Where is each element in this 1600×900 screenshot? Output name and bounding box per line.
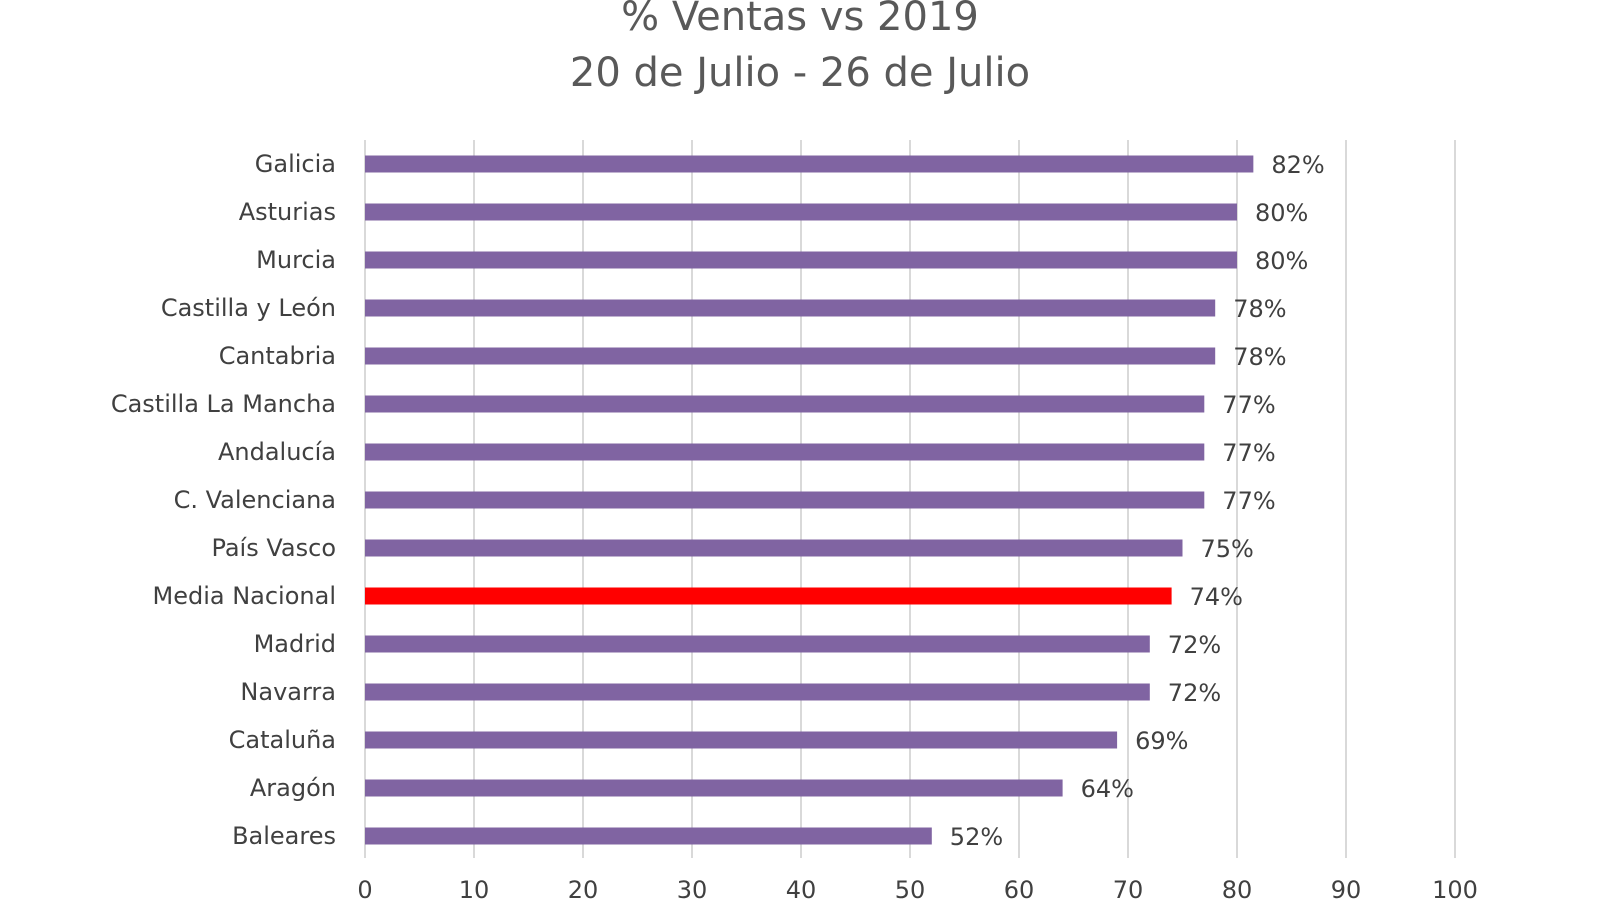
x-tick-label: 10 (459, 876, 490, 900)
data-label: 78% (1233, 343, 1286, 371)
bar-highlight (365, 587, 1172, 605)
data-label: 80% (1255, 247, 1308, 275)
category-label: Castilla La Mancha (111, 390, 336, 418)
category-label: Andalucía (218, 438, 336, 466)
category-label: Cataluña (229, 726, 336, 754)
bar (365, 635, 1150, 653)
bar (365, 539, 1183, 557)
data-label: 82% (1271, 151, 1324, 179)
bar (365, 203, 1237, 221)
data-label: 77% (1222, 439, 1275, 467)
x-tick-label: 90 (1331, 876, 1362, 900)
bar (365, 347, 1216, 365)
x-axis-tick-labels: 0 10 20 30 40 50 60 70 80 90 100 (357, 876, 1478, 900)
bar (365, 155, 1254, 173)
data-label: 52% (950, 823, 1003, 851)
bars (365, 155, 1254, 845)
data-label: 77% (1222, 487, 1275, 515)
data-label: 78% (1233, 295, 1286, 323)
bar (365, 395, 1205, 413)
category-label: Aragón (250, 774, 336, 802)
bar (365, 779, 1063, 797)
x-tick-label: 20 (568, 876, 599, 900)
x-tick-label: 0 (357, 876, 372, 900)
data-label: 72% (1168, 631, 1221, 659)
data-label: 75% (1201, 535, 1254, 563)
bar (365, 251, 1237, 269)
category-label: C. Valenciana (174, 486, 336, 514)
bar (365, 683, 1150, 701)
x-tick-label: 70 (1113, 876, 1144, 900)
data-label: 64% (1081, 775, 1134, 803)
category-label: País Vasco (211, 534, 336, 562)
bar (365, 443, 1205, 461)
data-label: 77% (1222, 391, 1275, 419)
category-label: Madrid (254, 630, 336, 658)
x-tick-label: 60 (1004, 876, 1035, 900)
category-label: Castilla y León (161, 294, 336, 322)
bar (365, 491, 1205, 509)
category-label: Asturias (239, 198, 336, 226)
data-label: 69% (1135, 727, 1188, 755)
category-label: Murcia (256, 246, 336, 274)
bar (365, 827, 932, 845)
bar (365, 299, 1216, 317)
data-label: 80% (1255, 199, 1308, 227)
x-tick-label: 100 (1432, 876, 1478, 900)
chart-subtitle: 20 de Julio - 26 de Julio (570, 50, 1030, 96)
value-labels: 82% 80% 80% 78% 78% 77% 77% 77% 75% 74% 72% 72% 69%6… (950, 151, 1325, 851)
bar (365, 731, 1118, 749)
category-label: Navarra (240, 678, 336, 706)
category-label: Galicia (255, 150, 336, 178)
category-label: Cantabria (219, 342, 336, 370)
chart-title: % Ventas vs 2019 (621, 0, 979, 40)
category-label: Media Nacional (152, 582, 336, 610)
category-labels: Galicia Asturias Murcia Castilla y León Cant… (111, 150, 336, 850)
data-label: 74% (1190, 583, 1243, 611)
x-tick-label: 30 (677, 876, 708, 900)
data-label: 72% (1168, 679, 1221, 707)
x-tick-label: 40 (786, 876, 817, 900)
x-tick-label: 80 (1222, 876, 1253, 900)
x-tick-label: 50 (895, 876, 926, 900)
category-label: Baleares (232, 822, 336, 850)
